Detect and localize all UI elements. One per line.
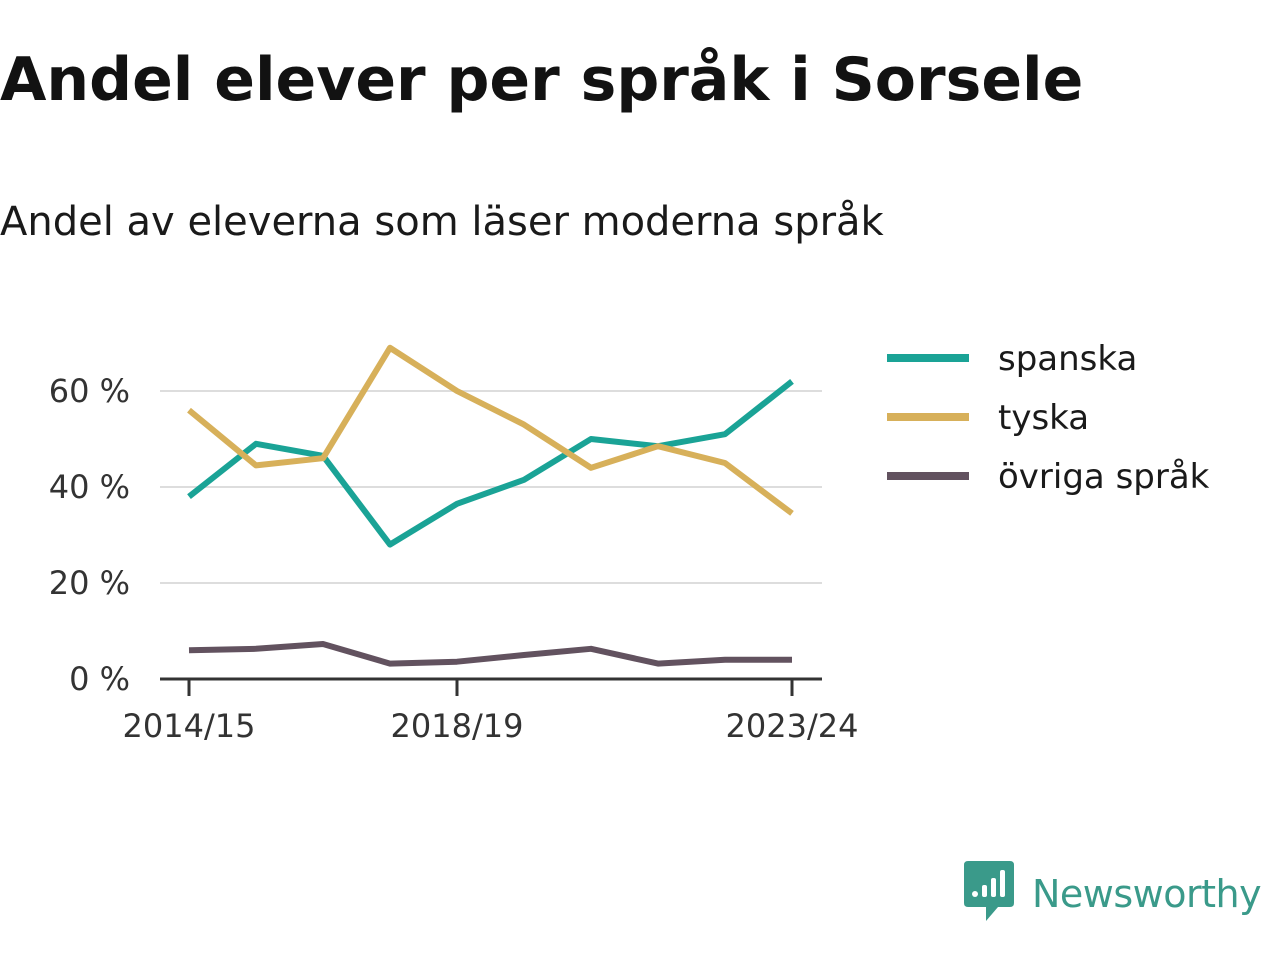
- y-tick-label: 60 %: [49, 372, 130, 410]
- x-tick-label: 2018/19: [391, 707, 524, 745]
- legend-label: tyska: [998, 398, 1089, 438]
- series-line-spanska: [187, 379, 794, 548]
- legend-label: övriga språk: [998, 457, 1210, 497]
- y-tick-label: 40 %: [49, 468, 130, 506]
- newsworthy-logo-icon: [964, 861, 1014, 927]
- legend-label: spanska: [998, 339, 1137, 379]
- chart-subtitle: Andel av eleverna som läser moderna språ…: [0, 199, 884, 245]
- y-tick-label: 20 %: [49, 564, 130, 602]
- brand-logo: Newsworthy: [964, 861, 1262, 927]
- series-line-tyska: [187, 344, 794, 516]
- x-tick-label: 2023/24: [726, 707, 859, 745]
- legend: spanska tyska övriga språk: [887, 339, 1210, 497]
- series-line-övriga-språk: [188, 641, 792, 667]
- brand-name: Newsworthy: [1032, 872, 1262, 916]
- series-lines: [187, 344, 794, 667]
- gridlines: [160, 390, 822, 584]
- chart-title: Andel elever per språk i Sorsele: [0, 45, 1084, 115]
- y-tick-label: 0 %: [69, 660, 130, 698]
- x-axis: 2014/15 2018/19 2023/24: [123, 677, 859, 745]
- y-axis-labels: 0 % 20 % 40 % 60 %: [49, 372, 130, 698]
- x-tick-label: 2014/15: [123, 707, 256, 745]
